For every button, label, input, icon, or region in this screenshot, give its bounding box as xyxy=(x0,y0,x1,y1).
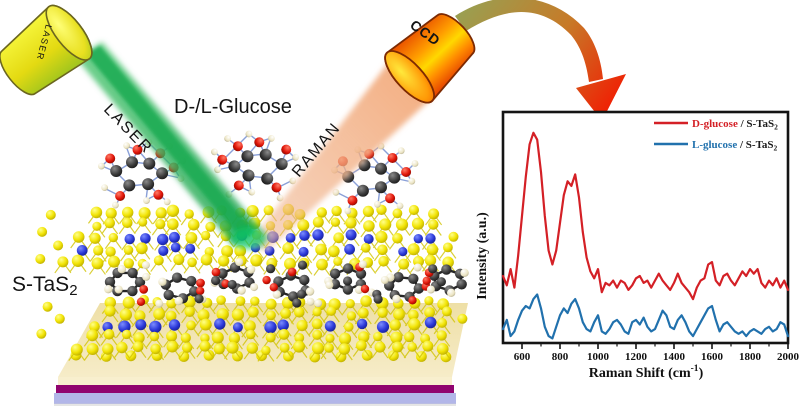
tas2-lower-layer xyxy=(68,294,456,362)
substrate-front-bevel xyxy=(58,377,452,385)
substrate-shadow xyxy=(54,403,456,406)
substrate-label: S-TaS2 xyxy=(12,273,78,299)
laser-cylinder-face xyxy=(45,4,93,61)
organic-interlayer xyxy=(104,258,469,308)
y-axis-title: Intensity (a.u.) xyxy=(475,212,490,300)
x-tick-label: 600 xyxy=(514,351,531,363)
raman-beam xyxy=(250,58,434,252)
laser-beam xyxy=(76,42,267,249)
raman-spectrum-chart: 600 800 1000 1200 1400 1600 1800 2000 D-glucose… xyxy=(475,110,800,381)
arrow-ribbon xyxy=(455,0,603,82)
ccd-device xyxy=(384,13,476,104)
molecular-structure xyxy=(35,130,469,363)
x-tick-label: 1200 xyxy=(625,351,648,363)
x-axis-title-sup: -1 xyxy=(691,364,699,374)
legend-l-sub: 2 xyxy=(774,144,778,153)
ccd-to-chart-arrow xyxy=(455,0,626,121)
series-line-d-glucose xyxy=(501,131,790,301)
raman-beam-cone xyxy=(250,58,434,252)
x-tick-label: 1400 xyxy=(663,351,686,363)
substrate-magenta-layer xyxy=(56,385,454,393)
chart-frame xyxy=(501,110,790,345)
legend-label-l-glucose: L-glucose / S-TaS2 xyxy=(692,139,778,153)
x-tick-label: 2000 xyxy=(777,351,800,363)
legend-label-d-glucose: D-glucose / S-TaS2 xyxy=(692,118,778,132)
laser-device xyxy=(0,4,93,96)
laser-spot-glow xyxy=(231,227,267,249)
x-tick-label: 1800 xyxy=(739,351,762,363)
legend-l-main: L-glucose xyxy=(692,139,737,151)
x-tick-label: 1000 xyxy=(587,351,610,363)
arrow-head xyxy=(576,74,626,121)
chart-plot-area: 600 800 1000 1200 1400 1600 1800 2000 xyxy=(501,131,800,363)
legend-l-suffix: / S-TaS xyxy=(737,139,773,151)
substrate-lavender-layer xyxy=(54,393,456,404)
substrate-label-sub: 2 xyxy=(69,282,77,299)
ccd-cylinder-face xyxy=(384,50,435,104)
legend-d-suffix: / S-TaS xyxy=(738,118,774,130)
x-tick-label: 800 xyxy=(552,351,569,363)
analyte-label: D-/L-Glucose xyxy=(174,96,292,118)
edge-spheres xyxy=(35,209,468,339)
laser-beam-core xyxy=(86,46,254,240)
x-tick-label: 1600 xyxy=(701,351,724,363)
legend-d-main: D-glucose xyxy=(692,118,738,130)
substrate-label-main: S-TaS xyxy=(12,273,69,296)
series-line-l-glucose xyxy=(501,293,790,340)
x-axis-title-main: Raman Shift (cm xyxy=(589,366,691,381)
legend-d-sub: 2 xyxy=(774,123,778,132)
chart-legend: D-glucose / S-TaS2 L-glucose / S-TaS2 xyxy=(654,118,778,153)
x-axis-title: Raman Shift (cm-1) xyxy=(589,364,704,381)
x-axis-title-close: ) xyxy=(699,366,704,381)
